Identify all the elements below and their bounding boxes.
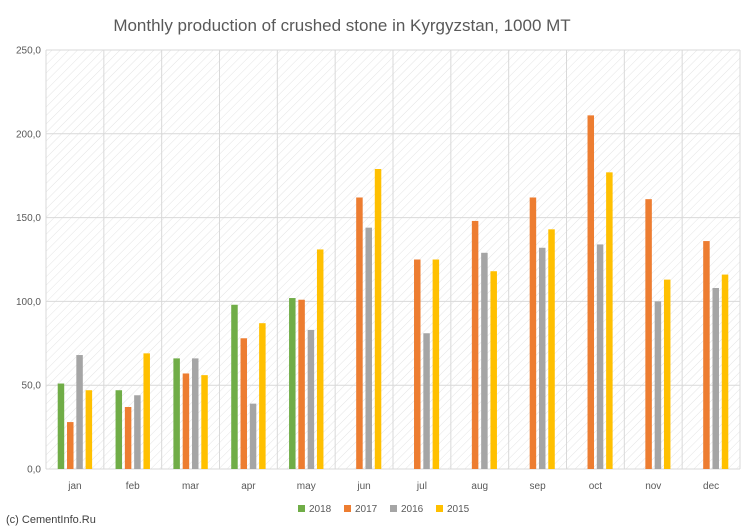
y-tick-label: 0,0: [27, 465, 41, 476]
bar-2015-oct: [606, 172, 613, 469]
bar-2017-oct: [587, 115, 595, 469]
x-tick-label: jan: [67, 481, 81, 492]
y-tick-label: 150,0: [16, 213, 41, 224]
bar-2016-nov: [654, 301, 662, 469]
bar-2016-jan: [76, 355, 83, 469]
bar-2017-sep: [529, 197, 537, 469]
bar-2018-mar: [173, 358, 180, 469]
x-tick-label: sep: [530, 481, 547, 492]
legend-label-2017: 2017: [355, 504, 378, 515]
x-tick-label: may: [297, 481, 316, 492]
bar-2017-jun: [356, 197, 363, 469]
x-tick-label: aug: [471, 481, 488, 492]
bar-2015-aug: [490, 271, 497, 469]
y-tick-label: 250,0: [16, 46, 41, 57]
bar-2017-may: [298, 299, 305, 469]
bar-2015-mar: [201, 375, 208, 469]
x-tick-label: dec: [703, 481, 719, 492]
bar-2016-mar: [191, 358, 199, 469]
bar-2016-aug: [481, 252, 488, 469]
bar-2016-jul: [423, 333, 430, 469]
bar-2015-apr: [259, 323, 266, 469]
y-tick-labels: 0,0 50,0 100,0 150,0 200,0 250,0: [16, 46, 41, 476]
x-tick-label: nov: [645, 481, 661, 492]
bar-2015-jul: [432, 259, 440, 469]
legend-swatch-2016: [390, 505, 397, 512]
bar-2015-jan: [85, 390, 93, 469]
bar-2016-may: [307, 329, 315, 469]
y-tick-label: 50,0: [22, 381, 42, 392]
x-tick-labels: jan feb mar apr may jun jul aug sep oct nov dec: [67, 481, 719, 492]
bar-2018-apr: [231, 304, 238, 469]
bar-2015-dec: [721, 274, 729, 469]
bar-2017-nov: [645, 199, 652, 469]
bar-2015-feb: [143, 353, 150, 469]
bar-2017-mar: [182, 373, 190, 469]
grid-layer: [45, 49, 741, 470]
bar-2016-dec: [712, 287, 719, 469]
credit-text: (c) CementInfo.Ru: [6, 514, 96, 526]
y-tick-label: 200,0: [16, 129, 41, 140]
legend-label-2015: 2015: [447, 504, 470, 515]
bar-2016-jun: [365, 227, 372, 469]
bar-2015-jun: [374, 168, 382, 469]
x-tick-label: mar: [182, 481, 200, 492]
legend: 2018 2017 2016 2015: [298, 504, 470, 515]
bar-2015-sep: [548, 229, 555, 469]
chart-title: Monthly production of crushed stone in K…: [113, 16, 570, 35]
bar-2017-apr: [240, 338, 248, 469]
bar-2017-dec: [703, 241, 710, 469]
bar-2017-aug: [471, 220, 479, 469]
bar-2016-sep: [538, 247, 546, 469]
x-tick-label: feb: [126, 481, 140, 492]
bar-2018-feb: [115, 390, 123, 469]
bar-2018-jan: [57, 383, 65, 469]
legend-label-2016: 2016: [401, 504, 424, 515]
bar-2018-may: [289, 298, 296, 469]
legend-swatch-2015: [436, 505, 443, 512]
bar-2017-feb: [124, 406, 132, 469]
x-tick-label: apr: [241, 481, 256, 492]
bar-2017-jan: [67, 422, 74, 469]
bars-layer: [57, 115, 729, 469]
bar-2017-jul: [414, 259, 421, 469]
legend-swatch-2018: [298, 505, 305, 512]
y-tick-label: 100,0: [16, 297, 41, 308]
legend-label-2018: 2018: [309, 504, 332, 515]
x-tick-label: oct: [589, 481, 603, 492]
bar-2015-nov: [663, 279, 671, 469]
x-tick-label: jun: [356, 481, 370, 492]
bar-2016-feb: [134, 395, 141, 469]
x-tick-label: jul: [416, 481, 427, 492]
bar-2015-may: [316, 249, 324, 469]
bar-2016-oct: [596, 244, 604, 469]
bar-2016-apr: [249, 403, 257, 469]
legend-swatch-2017: [344, 505, 351, 512]
